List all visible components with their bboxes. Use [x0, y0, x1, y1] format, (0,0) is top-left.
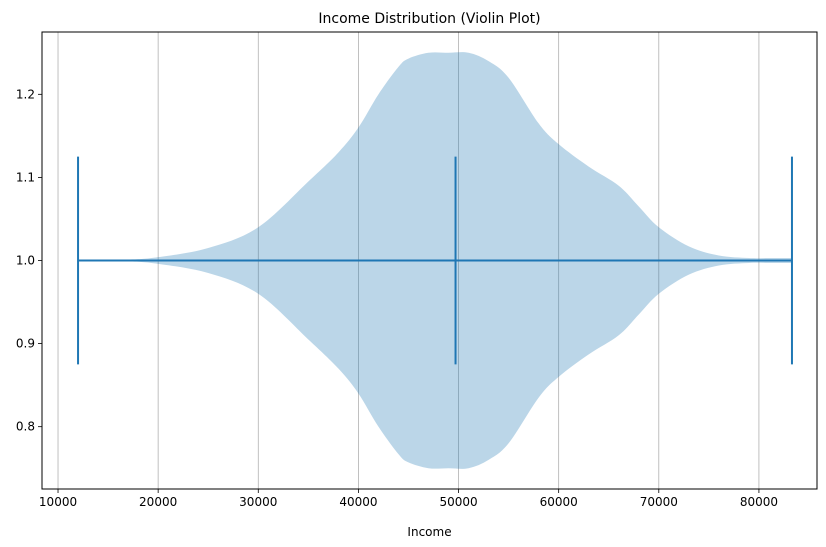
y-tick-label-2: 1.0: [16, 254, 35, 268]
x-tick-label-4: 50000: [439, 495, 477, 509]
x-tick-label-6: 70000: [640, 495, 678, 509]
x-tick-label-5: 60000: [540, 495, 578, 509]
x-tick-label-7: 80000: [740, 495, 778, 509]
y-tick-label-1: 0.9: [16, 337, 35, 351]
y-tick-label-4: 1.2: [16, 87, 35, 101]
x-tick-label-2: 30000: [239, 495, 277, 509]
y-tick-label-3: 1.1: [16, 170, 35, 184]
y-tick-label-0: 0.8: [16, 420, 35, 434]
violin-stat-lines: [77, 156, 793, 365]
x-tick-label-3: 40000: [339, 495, 377, 509]
y-axis: 0.8 0.9 1.0 1.1 1.2: [16, 87, 42, 434]
chart-title: Income Distribution (Violin Plot): [318, 11, 540, 27]
x-axis: 10000 20000 30000 40000 50000 60000 70000 80000: [39, 489, 778, 509]
x-axis-label: Income: [407, 525, 451, 539]
x-tick-label-0: 10000: [39, 495, 77, 509]
x-tick-label-1: 20000: [139, 495, 177, 509]
